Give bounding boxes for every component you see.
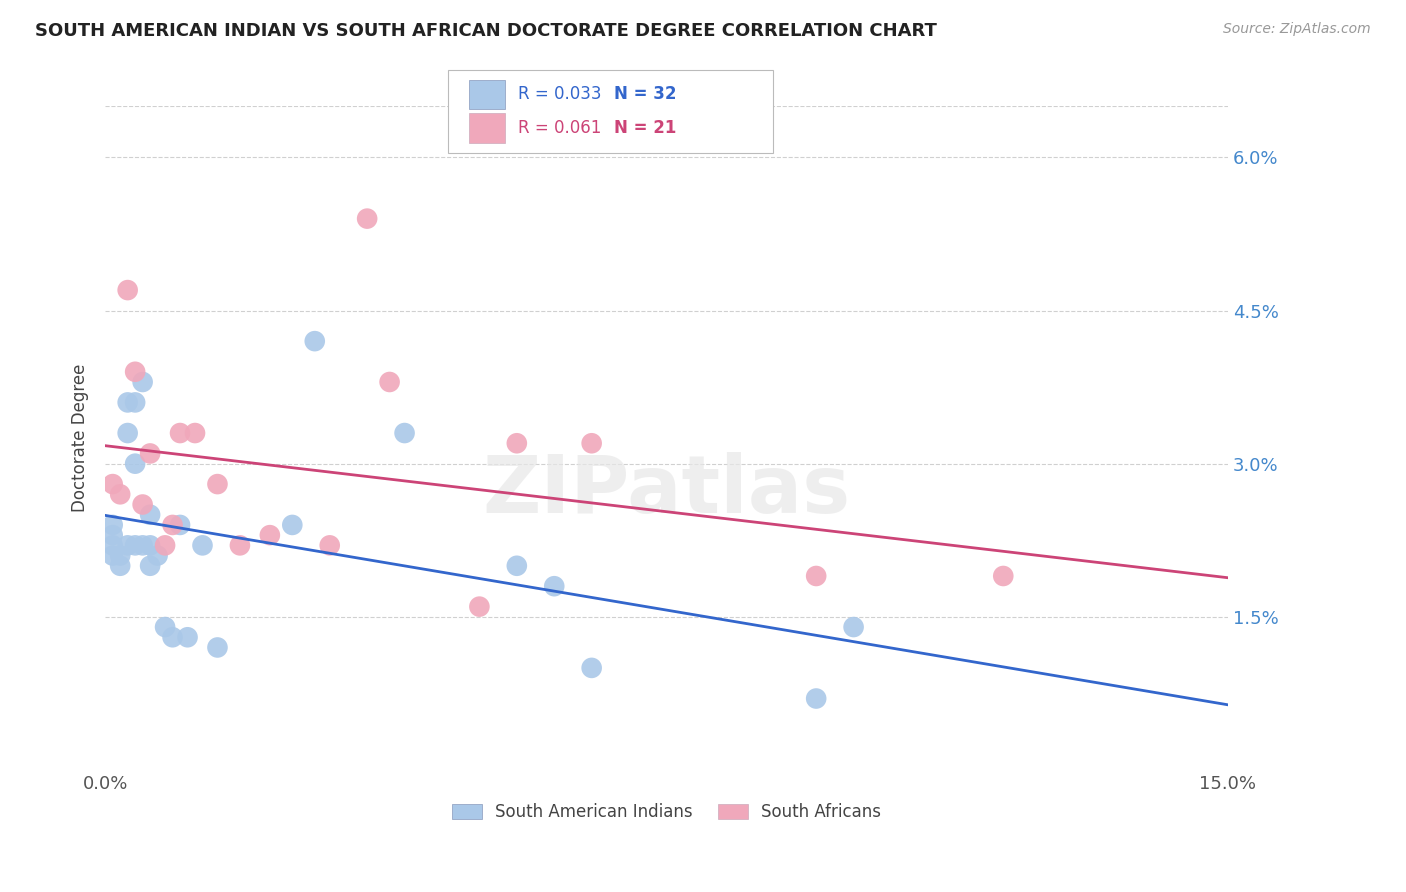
Point: [108, 558, 131, 573]
Point: [101, 528, 124, 542]
Point: [101, 549, 124, 563]
Point: [176, 630, 198, 644]
Point: [153, 620, 176, 634]
Point: [162, 517, 184, 532]
Point: [101, 538, 124, 552]
Point: [184, 425, 207, 440]
Point: [139, 508, 162, 522]
Text: R = 0.033: R = 0.033: [519, 86, 602, 103]
Point: [394, 425, 416, 440]
Point: [117, 538, 139, 552]
Point: [139, 538, 162, 552]
Point: [207, 640, 229, 655]
Point: [993, 569, 1015, 583]
Point: [124, 457, 146, 471]
Point: [356, 211, 378, 226]
Point: [191, 538, 214, 552]
Point: [101, 517, 124, 532]
Point: [259, 528, 281, 542]
Point: [506, 436, 529, 450]
Point: [169, 517, 191, 532]
Bar: [470, 79, 505, 110]
Point: [378, 375, 401, 389]
Point: [581, 661, 603, 675]
Point: [117, 425, 139, 440]
Point: [117, 395, 139, 409]
Point: [162, 630, 184, 644]
Point: [229, 538, 252, 552]
Legend: South American Indians, South Africans: South American Indians, South Africans: [451, 804, 882, 822]
Point: [108, 549, 131, 563]
Point: [124, 365, 146, 379]
Point: [146, 549, 169, 563]
Point: [139, 446, 162, 460]
Text: R = 0.061: R = 0.061: [519, 119, 602, 137]
Point: [131, 498, 153, 512]
Point: [153, 538, 176, 552]
Point: [319, 538, 342, 552]
Text: N = 21: N = 21: [614, 119, 676, 137]
Text: N = 32: N = 32: [614, 86, 676, 103]
Point: [101, 477, 124, 491]
Point: [804, 569, 827, 583]
FancyBboxPatch shape: [447, 70, 773, 153]
Point: [842, 620, 865, 634]
Point: [139, 558, 162, 573]
Point: [281, 517, 304, 532]
Point: [131, 538, 153, 552]
Point: [131, 375, 153, 389]
Point: [506, 558, 529, 573]
Point: [108, 487, 131, 501]
Point: [207, 477, 229, 491]
Text: ZIPatlas: ZIPatlas: [482, 452, 851, 530]
Point: [117, 283, 139, 297]
Point: [304, 334, 326, 348]
Y-axis label: Doctorate Degree: Doctorate Degree: [72, 364, 89, 512]
Point: [124, 538, 146, 552]
Bar: [470, 113, 505, 143]
Point: [468, 599, 491, 614]
Point: [804, 691, 827, 706]
Point: [543, 579, 565, 593]
Point: [169, 425, 191, 440]
Point: [124, 395, 146, 409]
Text: SOUTH AMERICAN INDIAN VS SOUTH AFRICAN DOCTORATE DEGREE CORRELATION CHART: SOUTH AMERICAN INDIAN VS SOUTH AFRICAN D…: [35, 22, 936, 40]
Point: [581, 436, 603, 450]
Text: Source: ZipAtlas.com: Source: ZipAtlas.com: [1223, 22, 1371, 37]
